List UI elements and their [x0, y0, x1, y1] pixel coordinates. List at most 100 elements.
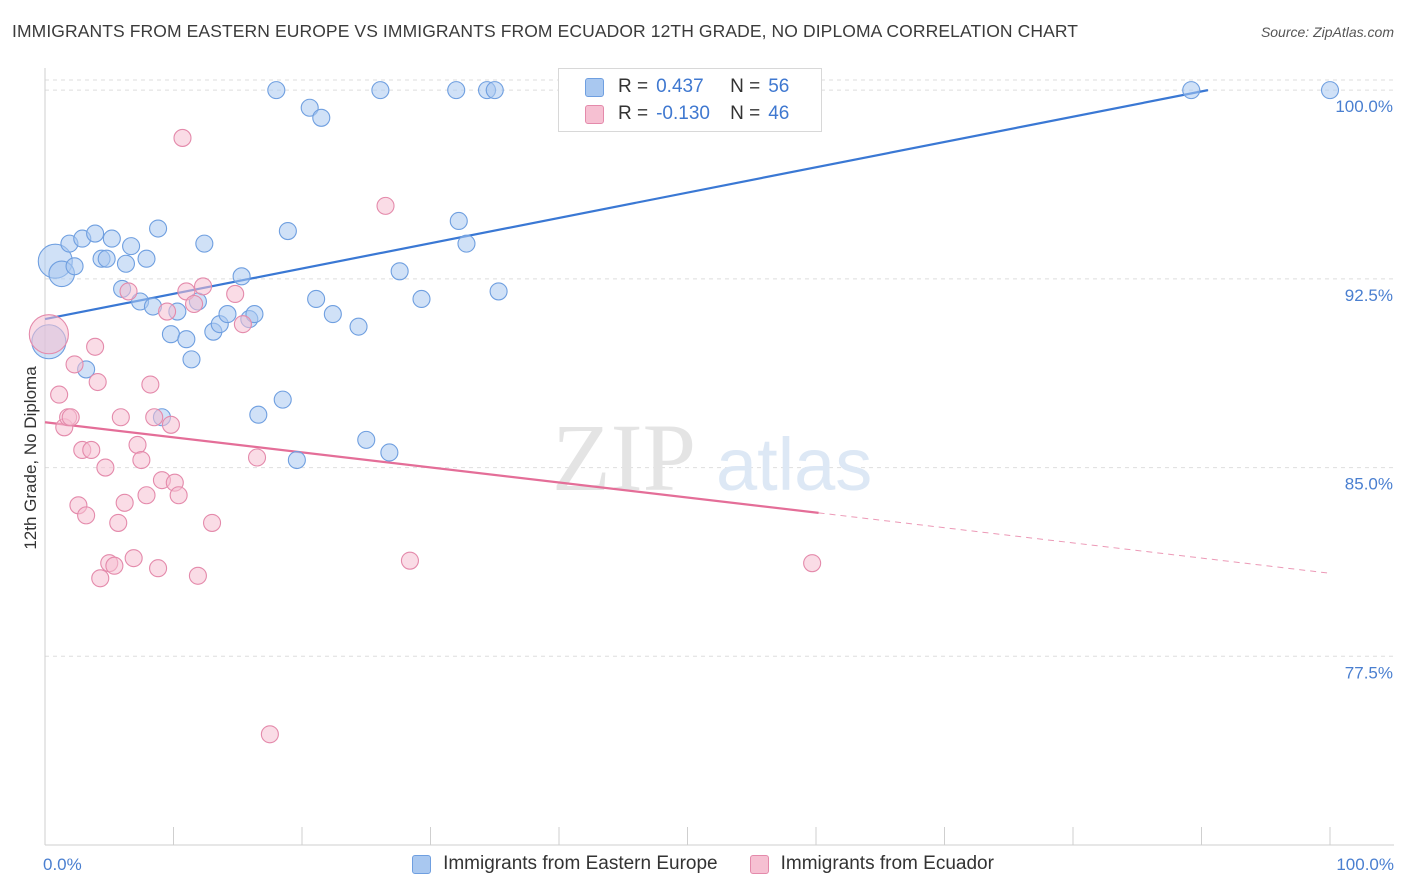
- point-ecuador: [105, 556, 124, 575]
- point-eastern-europe: [307, 289, 326, 309]
- point-eastern-europe: [122, 237, 141, 256]
- point-ecuador: [169, 486, 188, 505]
- series-legend: Immigrants from Eastern Europe Immigrant…: [0, 850, 1406, 878]
- point-ecuador: [91, 569, 110, 588]
- axes: [44, 68, 1394, 846]
- y-tick-label: 92.5%: [1345, 286, 1393, 305]
- point-ecuador: [109, 513, 128, 532]
- point-eastern-europe: [300, 98, 319, 117]
- series-legend-ecuador: Immigrants from Ecuador: [749, 853, 994, 875]
- point-ecuador: [161, 415, 180, 434]
- point-eastern-europe: [195, 234, 214, 253]
- point-eastern-europe: [447, 81, 466, 100]
- data-points: [28, 81, 1340, 744]
- point-eastern-europe: [86, 224, 105, 243]
- point-eastern-europe: [449, 211, 468, 231]
- point-ecuador: [96, 458, 115, 477]
- point-ecuador: [149, 559, 168, 578]
- trend-line-extension: [818, 512, 1331, 574]
- point-eastern-europe: [161, 325, 180, 344]
- point-eastern-europe: [390, 262, 409, 281]
- x-tick-label: 0.0%: [43, 855, 82, 874]
- point-eastern-europe: [485, 81, 504, 100]
- stats-legend: R = 0.437 N = 56 R = -0.130 N = 46: [558, 68, 822, 132]
- point-ecuador: [88, 372, 107, 392]
- point-ecuador: [77, 506, 96, 525]
- point-ecuador: [86, 337, 105, 356]
- point-ecuador: [28, 314, 69, 355]
- watermark-atlas: atlas: [716, 423, 872, 506]
- y-tick-label: 100.0%: [1335, 97, 1393, 116]
- point-ecuador: [119, 282, 138, 301]
- point-eastern-europe: [278, 221, 297, 241]
- point-eastern-europe: [357, 430, 376, 449]
- watermark: ZIP atlas: [552, 404, 872, 511]
- point-eastern-europe: [116, 254, 136, 273]
- point-ecuador: [376, 196, 395, 215]
- point-eastern-europe: [489, 282, 508, 301]
- point-ecuador: [141, 375, 160, 394]
- y-tick-label: 77.5%: [1345, 663, 1393, 682]
- point-eastern-europe: [273, 390, 292, 409]
- point-eastern-europe: [371, 81, 390, 100]
- point-ecuador: [50, 385, 69, 404]
- point-eastern-europe: [218, 305, 237, 324]
- point-eastern-europe: [457, 234, 476, 253]
- trend-line: [44, 421, 819, 514]
- series-label: Immigrants from Ecuador: [780, 853, 994, 874]
- legend-n-label: N =: [730, 103, 761, 124]
- point-ecuador: [158, 302, 177, 321]
- point-eastern-europe: [349, 317, 368, 336]
- point-eastern-europe: [1182, 81, 1201, 100]
- axis-labels: 77.5% 85.0% 92.5% 100.0% 0.0% 100.0% 12th Grad…: [21, 97, 1394, 874]
- point-ecuador: [124, 549, 143, 568]
- legend-n-label: N =: [730, 76, 761, 97]
- legend-n-value: 56: [768, 76, 790, 97]
- point-eastern-europe: [177, 330, 196, 349]
- chart-title: IMMIGRANTS FROM EASTERN EUROPE VS IMMIGR…: [12, 21, 1079, 41]
- point-ecuador: [115, 493, 134, 512]
- legend-row-eastern-europe: R = 0.437 N = 56: [585, 75, 789, 99]
- series-legend-eastern-europe: Immigrants from Eastern Europe: [412, 853, 718, 875]
- legend-row-ecuador: R = -0.130 N = 46: [585, 102, 789, 126]
- point-ecuador: [82, 440, 101, 460]
- point-ecuador: [188, 566, 207, 585]
- series-swatch-ecuador: [749, 854, 769, 874]
- point-eastern-europe: [232, 267, 251, 286]
- legend-r-label: R =: [618, 76, 649, 97]
- point-ecuador: [111, 408, 130, 427]
- point-ecuador: [132, 450, 151, 470]
- point-eastern-europe: [137, 249, 156, 268]
- point-eastern-europe: [1320, 81, 1340, 100]
- legend-swatch-eastern-europe: [585, 77, 604, 97]
- point-ecuador: [803, 554, 822, 573]
- point-ecuador: [137, 486, 156, 505]
- series-swatch-eastern-europe: [412, 854, 432, 874]
- point-ecuador: [203, 513, 222, 532]
- chart-source: Source: ZipAtlas.com: [1260, 24, 1394, 40]
- point-ecuador: [128, 435, 147, 454]
- point-eastern-europe: [65, 257, 84, 276]
- point-ecuador: [233, 315, 252, 334]
- legend-r-label: R =: [618, 103, 649, 124]
- point-eastern-europe: [182, 350, 201, 369]
- point-ecuador: [194, 277, 213, 296]
- legend-swatch-ecuador: [585, 104, 604, 124]
- point-eastern-europe: [245, 305, 264, 324]
- legend-r-value: -0.130: [656, 103, 710, 124]
- point-eastern-europe: [267, 81, 286, 100]
- point-eastern-europe: [287, 450, 306, 470]
- point-ecuador: [260, 725, 279, 744]
- y-axis-label: 12th Grade, No Diploma: [21, 366, 40, 550]
- point-ecuador: [400, 551, 419, 570]
- legend-r-value: 0.437: [656, 76, 704, 97]
- point-eastern-europe: [412, 289, 431, 309]
- point-eastern-europe: [102, 229, 121, 248]
- point-eastern-europe: [380, 443, 399, 462]
- point-ecuador: [247, 448, 267, 467]
- point-eastern-europe: [149, 219, 168, 238]
- point-eastern-europe: [97, 249, 116, 268]
- point-ecuador: [226, 284, 245, 303]
- series-label: Immigrants from Eastern Europe: [443, 853, 718, 874]
